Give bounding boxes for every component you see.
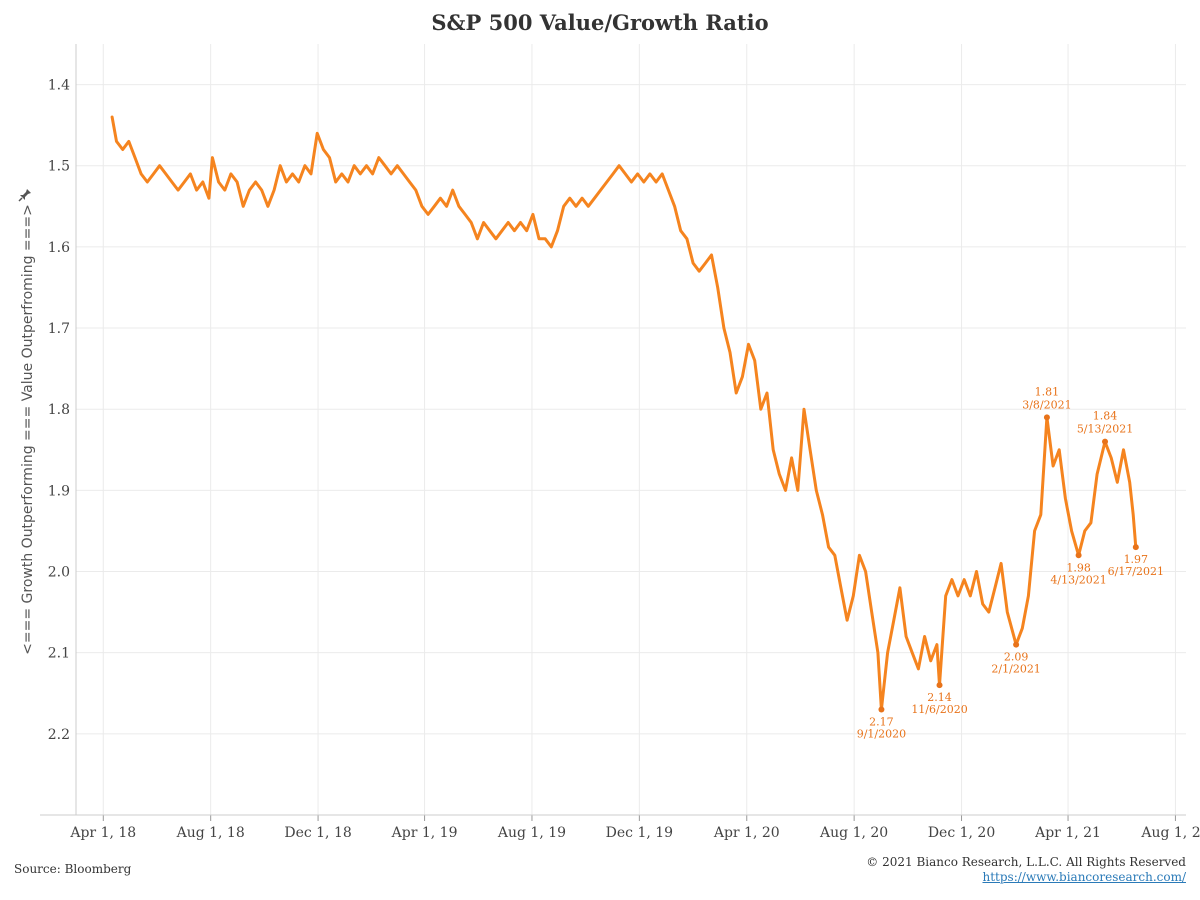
annotation-date: 4/13/2021 [1050,573,1106,586]
annotation-marker [1132,544,1139,551]
website-link[interactable]: https://www.biancoresearch.com/ [982,870,1186,884]
annotation-value: 1.97 [1124,553,1149,566]
x-tick-label: Aug 1, 21 [1140,825,1200,841]
pin-icon[interactable] [18,188,32,202]
annotation-marker [936,682,943,689]
annotation-value: 1.84 [1093,410,1118,423]
x-tick-label: Apr 1, 18 [69,825,136,841]
annotation-value: 1.98 [1066,561,1091,574]
annotation-marker [1043,414,1050,421]
annotation-value: 1.81 [1035,385,1060,398]
y-tick-label: 1.7 [48,321,70,337]
y-tick-label: 1.4 [48,78,70,94]
x-tick-label: Dec 1, 20 [928,825,995,841]
x-tick-label: Apr 1, 20 [713,825,780,841]
x-tick-label: Dec 1, 18 [284,825,351,841]
grid-lines [76,44,1186,815]
y-tick-label: 2.1 [48,646,70,662]
series-line [110,115,1138,711]
y-tick-label: 1.9 [48,483,70,499]
annotation-date: 2/1/2021 [991,663,1040,676]
annotation-date: 11/6/2020 [911,703,967,716]
annotation-date: 9/1/2020 [857,727,906,740]
annotation-marker [1102,438,1109,445]
source-note: Source: Bloomberg [14,862,132,876]
annotation-marker [1075,552,1082,559]
x-tick-label: Aug 1, 20 [819,825,888,841]
y-tick-label: 2.2 [48,727,70,743]
x-tick-label: Aug 1, 19 [497,825,566,841]
y-tick-label: 1.8 [48,402,70,418]
y-axis-label: <=== Growth Outperforming === Value Outp… [20,204,36,655]
annotation-value: 2.14 [927,691,952,704]
annotation-date: 6/17/2021 [1108,565,1164,578]
x-tick-label: Dec 1, 19 [606,825,673,841]
x-tick-label: Apr 1, 19 [391,825,458,841]
x-tick-label: Aug 1, 18 [176,825,245,841]
annotation-value: 2.17 [869,715,894,728]
annotation-date: 3/8/2021 [1022,398,1071,411]
annotation-date: 5/13/2021 [1077,423,1133,436]
chart-title: S&P 500 Value/Growth Ratio [431,10,769,35]
annotation-value: 2.09 [1004,651,1029,664]
y-tick-label: 1.5 [48,159,70,175]
x-tick-label: Apr 1, 21 [1034,825,1101,841]
series-path [110,115,1138,711]
annotation-marker [1013,641,1020,648]
y-tick-label: 1.6 [48,240,70,256]
axes: 1.4 1.5 1.6 1.7 1.8 1.9 2.0 2.1 2.2 Apr 1, 18 Aug … [20,44,1200,841]
copyright-text: © 2021 Bianco Research, L.L.C. All Right… [866,855,1186,869]
annotation-marker [878,706,885,713]
y-tick-label: 2.0 [48,565,70,581]
